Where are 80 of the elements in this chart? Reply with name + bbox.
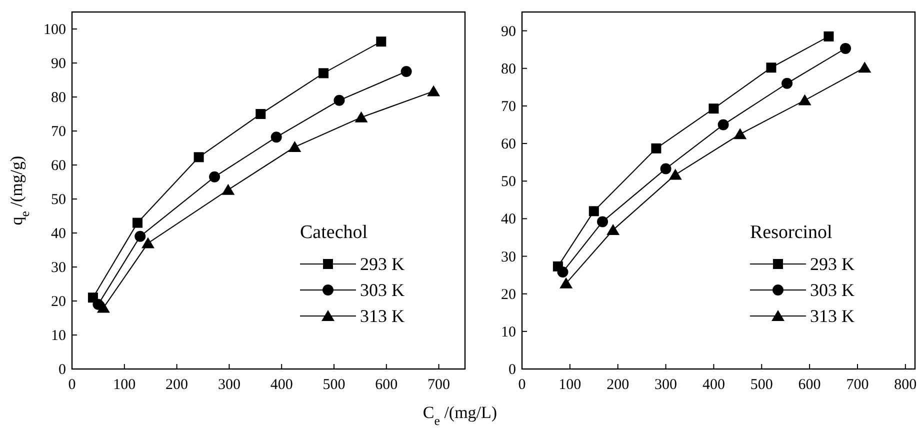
point bbox=[782, 78, 793, 89]
point bbox=[427, 85, 440, 96]
y-tick-label: 40 bbox=[501, 212, 516, 228]
x-tick-label: 300 bbox=[218, 377, 240, 393]
point bbox=[651, 143, 662, 154]
point bbox=[560, 277, 573, 288]
y-tick-label: 70 bbox=[51, 124, 66, 140]
point bbox=[222, 184, 235, 195]
point bbox=[660, 163, 672, 174]
y-tick-label: 100 bbox=[44, 22, 66, 38]
y-tick-label: 80 bbox=[51, 90, 66, 106]
legend-label: 293 K bbox=[360, 254, 404, 274]
point bbox=[588, 206, 599, 216]
legend-title: Catechol bbox=[300, 222, 368, 243]
y-tick-label: 40 bbox=[51, 226, 66, 242]
legend-label: 313 K bbox=[810, 306, 854, 326]
point bbox=[798, 94, 812, 106]
y-tick-label: 60 bbox=[501, 136, 516, 153]
y-tick-label: 10 bbox=[501, 324, 516, 340]
point bbox=[376, 36, 386, 47]
point bbox=[824, 31, 834, 42]
y-tick-label: 50 bbox=[501, 174, 516, 190]
point bbox=[194, 152, 204, 162]
point bbox=[708, 104, 719, 114]
point bbox=[209, 171, 220, 182]
y-tick-label: 0 bbox=[58, 362, 66, 378]
legend-label: 313 K bbox=[360, 306, 404, 326]
y-tick-label: 50 bbox=[51, 192, 66, 208]
y-tick-label: 60 bbox=[51, 158, 66, 174]
x-tick-label: 300 bbox=[654, 377, 678, 393]
y-tick-label: 20 bbox=[51, 294, 66, 310]
x-tick-label: 200 bbox=[166, 377, 188, 393]
point bbox=[668, 168, 682, 180]
y-tick-label: 10 bbox=[51, 328, 66, 344]
x-tick-label: 600 bbox=[375, 377, 398, 393]
x-axis-title: C$_{e}$ /(mg/L) bbox=[422, 403, 498, 428]
y-tick-label: 0 bbox=[508, 362, 516, 378]
legend-label: 293 K bbox=[810, 254, 854, 274]
point bbox=[354, 111, 368, 122]
legend-title: Resorcinol bbox=[750, 222, 832, 243]
point bbox=[597, 216, 608, 228]
x-tick-label: 100 bbox=[113, 377, 136, 393]
point bbox=[840, 42, 852, 54]
point bbox=[400, 66, 412, 77]
x-tick-label: 800 bbox=[894, 377, 917, 393]
legend-label: 303 K bbox=[810, 280, 854, 300]
y-tick-label: 90 bbox=[501, 24, 516, 40]
x-tick-label: 700 bbox=[428, 377, 450, 393]
x-tick-label: 200 bbox=[606, 377, 630, 393]
point bbox=[606, 224, 620, 235]
x-tick-label: 0 bbox=[68, 377, 76, 393]
y-tick-label: 70 bbox=[501, 98, 516, 115]
x-tick-label: 100 bbox=[558, 377, 582, 393]
x-tick-label: 700 bbox=[846, 377, 869, 393]
point bbox=[270, 132, 282, 143]
y-tick-label: 30 bbox=[501, 249, 516, 266]
point bbox=[288, 140, 302, 152]
x-tick-label: 500 bbox=[750, 377, 773, 393]
x-tick-label: 400 bbox=[702, 377, 725, 393]
x-tick-label: 500 bbox=[322, 377, 346, 393]
point bbox=[318, 68, 329, 78]
x-tick-label: 600 bbox=[798, 377, 821, 393]
point bbox=[256, 109, 266, 119]
point bbox=[132, 218, 142, 228]
point bbox=[766, 62, 776, 73]
point bbox=[141, 237, 154, 248]
point bbox=[96, 302, 110, 313]
point bbox=[718, 119, 729, 130]
point bbox=[334, 94, 345, 106]
point bbox=[134, 230, 146, 242]
y-tick-label: 30 bbox=[51, 260, 66, 276]
point bbox=[858, 62, 872, 73]
x-tick-label: 400 bbox=[270, 377, 293, 393]
point bbox=[557, 266, 568, 278]
legend-label: 303 K bbox=[360, 280, 404, 300]
y-tick-label: 90 bbox=[51, 56, 66, 72]
x-tick-label: 0 bbox=[518, 377, 526, 393]
y-tick-label: 80 bbox=[501, 61, 516, 78]
point bbox=[734, 128, 747, 140]
y-tick-label: 20 bbox=[501, 286, 516, 303]
